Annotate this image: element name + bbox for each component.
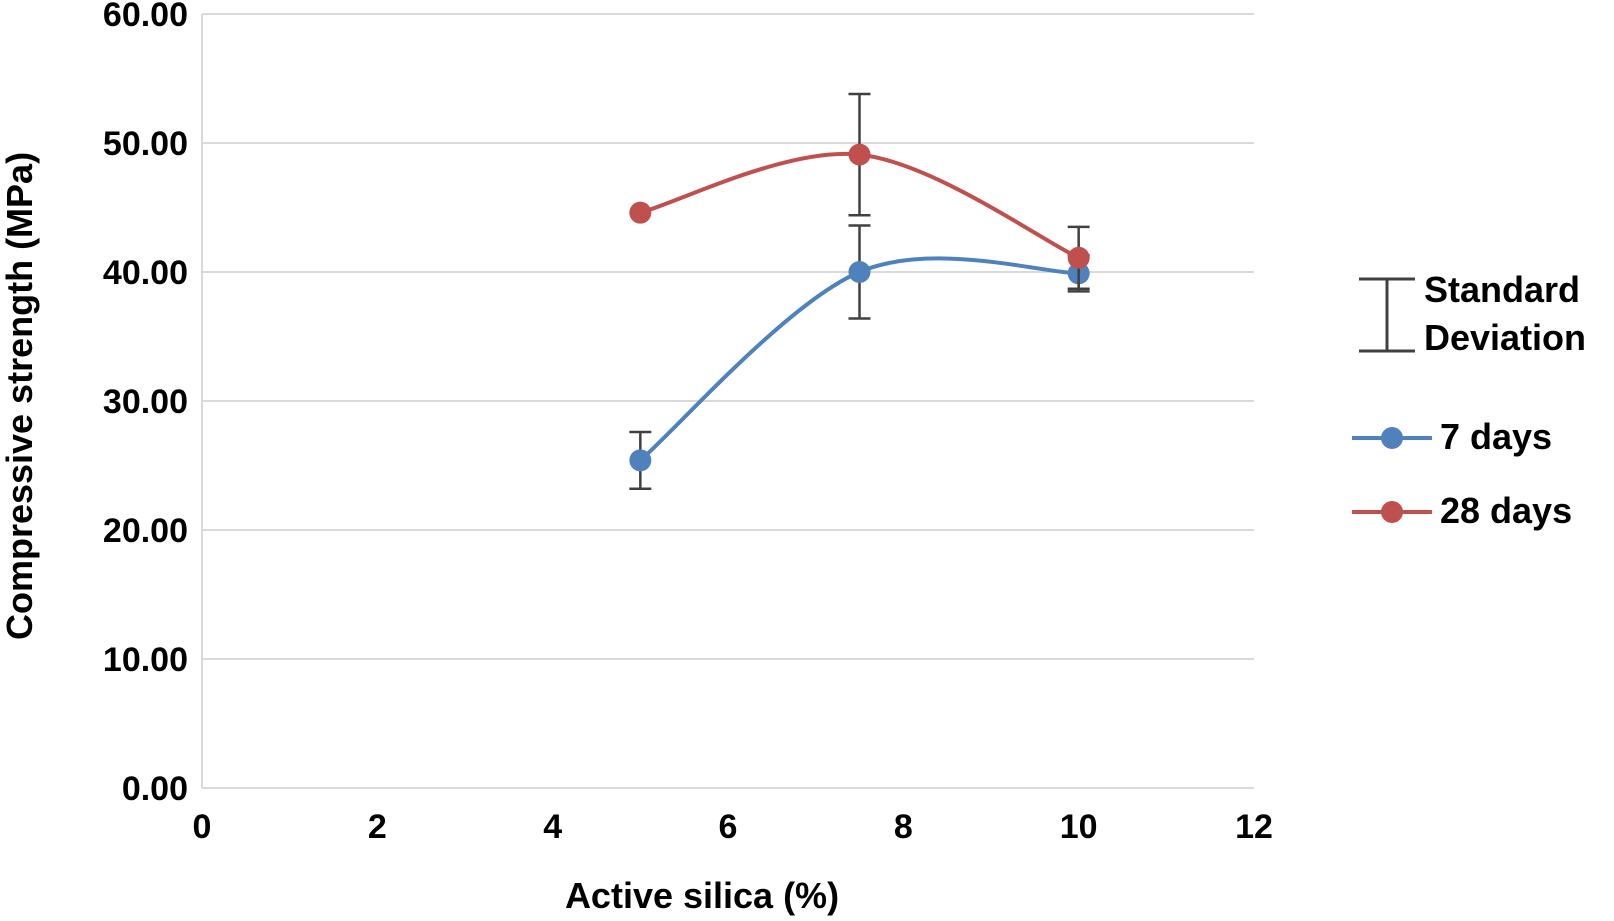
- data-point-7-days: [629, 449, 652, 472]
- x-tick-label: 2: [368, 808, 387, 846]
- x-axis-title: Active silica (%): [565, 875, 839, 916]
- y-tick-label: 30.00: [103, 383, 188, 421]
- legend-7-days-marker: [1381, 427, 1403, 449]
- legend-7-days-label: 7 days: [1440, 416, 1552, 457]
- legend-error-bar-label-line2: Deviation: [1424, 317, 1586, 358]
- legend: Standard Deviation 7 days 28 days: [1352, 269, 1586, 531]
- data-point-28-days: [1067, 246, 1090, 269]
- legend-item-28-days: 28 days: [1352, 490, 1572, 531]
- y-tick-label: 10.00: [103, 641, 188, 679]
- x-tick-label: 6: [719, 808, 738, 846]
- data-point-28-days: [848, 143, 871, 166]
- series-7-days: [629, 224, 1090, 490]
- legend-28-days-label: 28 days: [1440, 490, 1572, 531]
- y-tick-label: 20.00: [103, 512, 188, 550]
- x-tick-label: 12: [1235, 808, 1273, 846]
- legend-error-bar-label-line1: Standard: [1424, 269, 1580, 310]
- y-tick-label: 0.00: [122, 770, 188, 808]
- x-tick-label: 10: [1060, 808, 1098, 846]
- x-tick-label: 4: [543, 808, 562, 846]
- grid-lines: [202, 13, 1254, 660]
- data-point-28-days: [629, 201, 652, 224]
- y-tick-label: 50.00: [103, 125, 188, 163]
- x-tick-labels: 0 2 4 6 8 10 12: [193, 808, 1273, 846]
- legend-28-days-marker: [1381, 501, 1403, 523]
- series-28-days: [629, 92, 1090, 291]
- y-tick-labels: 0.00 10.00 20.00 30.00 40.00 50.00 60.00: [103, 0, 188, 808]
- y-tick-label: 60.00: [103, 0, 188, 34]
- legend-error-bar: Standard Deviation: [1359, 269, 1586, 358]
- y-tick-label: 40.00: [103, 254, 188, 292]
- x-tick-label: 0: [193, 808, 212, 846]
- x-tick-label: 8: [894, 808, 913, 846]
- series-layer: [629, 92, 1090, 490]
- y-axis-title: Compressive strength (MPa): [0, 152, 40, 640]
- axes: [201, 14, 1254, 789]
- data-point-7-days: [848, 261, 871, 283]
- legend-item-7-days: 7 days: [1352, 416, 1552, 457]
